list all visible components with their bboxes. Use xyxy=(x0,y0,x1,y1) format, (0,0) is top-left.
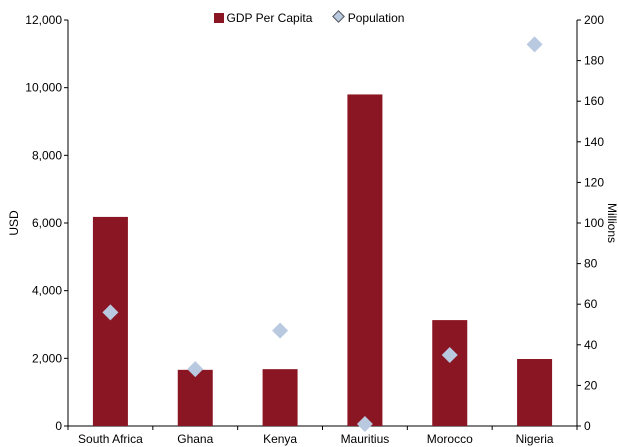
bar-gdp-per-capita xyxy=(262,369,298,426)
marker-population xyxy=(272,322,289,339)
left-tick-label: 8,000 xyxy=(32,148,62,162)
bar-gdp-per-capita xyxy=(517,359,553,426)
right-tick-label: 0 xyxy=(584,419,591,433)
right-tick-label: 160 xyxy=(584,94,604,108)
right-tick-label: 40 xyxy=(584,338,598,352)
legend: GDP Per Capita Population xyxy=(0,10,618,25)
right-tick-label: 60 xyxy=(584,297,598,311)
bar-gdp-per-capita xyxy=(177,369,213,426)
marker-population xyxy=(187,361,204,378)
left-axis-title: USD xyxy=(7,210,21,236)
right-tick-label: 140 xyxy=(584,135,604,149)
left-tick-label: 10,000 xyxy=(25,81,62,95)
marker-population xyxy=(102,304,119,321)
right-tick-label: 100 xyxy=(584,216,604,230)
marker-population xyxy=(526,36,543,53)
bar-series xyxy=(92,94,553,426)
legend-item-population: Population xyxy=(331,10,405,25)
left-tick-label: 0 xyxy=(55,419,62,433)
category-label: Morocco xyxy=(427,432,473,446)
right-tick-label: 120 xyxy=(584,175,604,189)
axes xyxy=(64,19,581,430)
category-label: Kenya xyxy=(263,432,297,446)
bar-gdp-per-capita xyxy=(347,94,383,426)
left-tick-label: 2,000 xyxy=(32,351,62,365)
marker-population xyxy=(356,415,373,432)
right-axis-title: Millions xyxy=(605,203,618,243)
legend-label-gdp: GDP Per Capita xyxy=(226,11,313,25)
right-tick-label: 200 xyxy=(584,13,604,27)
legend-item-gdp: GDP Per Capita xyxy=(213,11,313,25)
category-label: Nigeria xyxy=(516,432,554,446)
category-label: Mauritius xyxy=(341,432,390,446)
category-label: Ghana xyxy=(177,432,213,446)
axis-labels: 0 2,000 4,000 6,000 8,000 10,000 12,000 0 20 40 60… xyxy=(7,13,618,446)
legend-label-population: Population xyxy=(347,11,405,25)
left-tick-label: 6,000 xyxy=(32,216,62,230)
right-tick-label: 80 xyxy=(584,257,598,271)
legend-swatch-gdp xyxy=(213,13,224,23)
right-tick-label: 20 xyxy=(584,378,598,392)
marker-series xyxy=(102,36,543,432)
right-tick-label: 180 xyxy=(584,54,604,68)
left-tick-label: 12,000 xyxy=(25,13,62,27)
bar-gdp-per-capita xyxy=(432,320,468,426)
bar-gdp-per-capita xyxy=(92,216,128,426)
category-label: South Africa xyxy=(78,432,143,446)
left-tick-label: 4,000 xyxy=(32,284,62,298)
marker-population xyxy=(441,346,458,363)
